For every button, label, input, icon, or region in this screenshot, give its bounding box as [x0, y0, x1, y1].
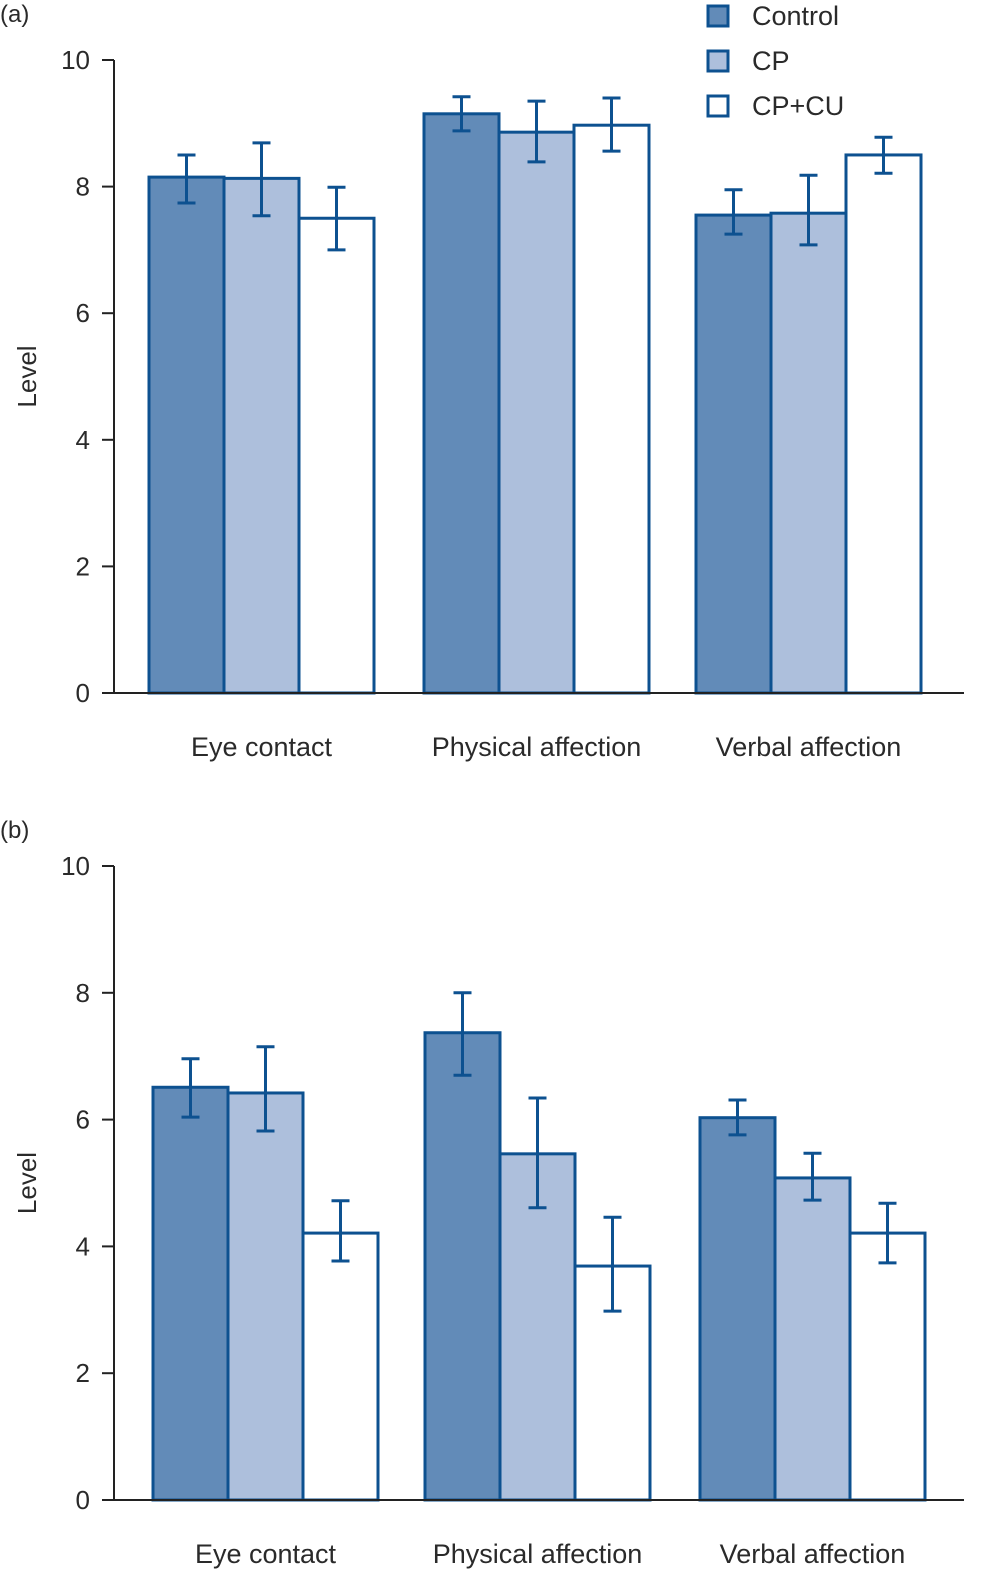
bar-cp-0 [226, 1091, 305, 1502]
chart-panel-b: (b) Level 0 2 4 6 8 10 Eye contact Physical affec… [0, 817, 964, 1569]
legend-swatch [706, 94, 730, 118]
y-tick-label: 10 [61, 851, 90, 881]
bar-cp-cu-2 [848, 1231, 927, 1502]
y-tick-label: 10 [61, 45, 90, 75]
legend: Control CP CP+CU [706, 1, 844, 121]
y-tick-label: 4 [76, 425, 90, 455]
panel-label: (a) [0, 1, 29, 28]
bar-cp-cu-0 [301, 1231, 380, 1502]
bar-control-0 [151, 1085, 230, 1502]
bar-cp-2 [773, 1176, 852, 1502]
y-axis-label: Level [12, 1152, 42, 1214]
bar-cp-cu-1 [572, 123, 651, 695]
bar-control-2 [694, 213, 773, 695]
bar-cp-2 [769, 211, 848, 695]
bar-control-1 [423, 1031, 502, 1502]
y-tick-label: 2 [76, 1358, 90, 1388]
x-category-label: Eye contact [191, 732, 333, 762]
y-tick-label: 0 [76, 1485, 90, 1515]
y-tick-label: 2 [76, 551, 90, 581]
bar-cp-cu-2 [844, 153, 923, 695]
x-category-label: Physical affection [432, 732, 642, 762]
x-category-label: Verbal affection [716, 732, 902, 762]
y-tick-label: 4 [76, 1231, 90, 1261]
y-tick-label: 6 [76, 298, 90, 328]
legend-swatch [706, 49, 730, 73]
legend-swatch [706, 4, 730, 28]
bar-cp-cu-0 [297, 216, 376, 695]
panel-label: (b) [0, 817, 29, 844]
y-tick-label: 8 [76, 172, 90, 202]
y-tick-label: 8 [76, 978, 90, 1008]
bar-control-1 [422, 112, 501, 695]
legend-label: Control [752, 1, 839, 31]
legend-label: CP [752, 46, 790, 76]
y-axis-label: Level [12, 345, 42, 407]
chart-panel-a: (a) Level 0 2 4 6 8 10 Eye contact Physical affec… [0, 1, 964, 762]
x-category-label: Physical affection [433, 1539, 643, 1569]
y-tick-label: 6 [76, 1105, 90, 1135]
bar-control-0 [147, 175, 226, 695]
bar-cp-1 [497, 130, 576, 695]
x-category-label: Verbal affection [720, 1539, 906, 1569]
x-category-label: Eye contact [195, 1539, 337, 1569]
legend-label: CP+CU [752, 91, 844, 121]
bar-cp-0 [222, 176, 301, 695]
bar-control-2 [698, 1116, 777, 1502]
y-tick-label: 0 [76, 678, 90, 708]
